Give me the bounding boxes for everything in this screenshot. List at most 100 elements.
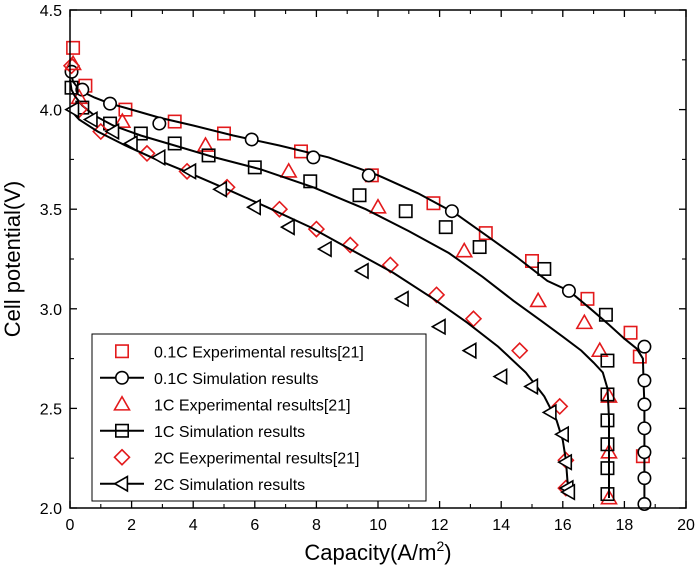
data-point [369,198,387,214]
data-point [64,101,80,119]
data-point [113,112,132,128]
x-axis-label: Capacity(A/m2) [304,538,451,565]
data-point [398,204,413,219]
data-point [353,262,369,280]
data-point [600,461,615,476]
data-point [637,421,652,436]
data-point [303,174,318,189]
x-tick-label: 14 [492,517,510,534]
data-point [553,425,570,443]
legend-entry: 2C Eexperimental results[21] [113,448,359,467]
data-point [478,226,493,241]
legend-label: 1C Simulation results [154,424,305,441]
data-point [361,168,376,183]
x-tick-label: 18 [616,517,634,534]
data-point [133,126,148,141]
data-point [201,148,216,163]
legend-marker [115,423,130,438]
data-point [66,40,81,55]
data-point [196,136,215,152]
legend-entry: 0.1C Simulation results [100,370,319,388]
legend-entry: 1C Simulation results [100,423,305,441]
data-point [637,373,652,388]
data-point [600,487,615,502]
data-point [393,290,409,308]
y-tick-label: 2.0 [40,501,62,518]
data-point [637,497,652,512]
data-point [455,241,474,258]
data-point [212,180,228,198]
data-point [637,445,652,460]
data-point [245,198,262,216]
data-point [279,162,298,178]
data-point [122,134,138,153]
data-point [575,313,594,330]
data-point [381,256,399,274]
legend-marker [113,448,131,466]
data-point [181,162,197,180]
data-point [167,114,182,129]
x-tick-label: 8 [312,517,321,534]
y-tick-label: 4.5 [40,3,62,20]
legend: 0.1C Experimental results[21] 0.1C Simula… [91,333,427,502]
data-point [529,291,548,308]
data-point [92,122,110,141]
data-point [138,144,156,163]
x-tick-label: 6 [250,517,259,534]
legend-entry: 0.1C Experimental results[21] [115,344,364,361]
x-tick-label: 2 [127,517,136,534]
data-point [560,483,576,501]
data-point [103,96,118,111]
data-point [167,136,182,151]
data-point [430,318,446,336]
data-point [637,397,652,412]
data-point [600,353,615,368]
data-point [492,367,508,386]
data-point [551,397,569,416]
data-point [598,307,613,322]
data-point [541,403,557,421]
y-tick-label: 3.5 [40,202,62,219]
data-point [523,377,539,396]
data-point [557,453,573,471]
y-axis-label: Cell potential(V) [0,181,25,338]
legend-marker [115,344,130,359]
y-tick-label: 3.0 [40,302,62,319]
series-1 [64,64,652,512]
data-point [637,339,652,354]
x-tick-label: 0 [66,517,75,534]
data-point [623,325,638,340]
data-point [600,488,618,505]
legend-marker [113,475,129,493]
data-point [247,160,262,175]
data-point [244,132,259,147]
data-point [600,437,615,452]
data-point [438,220,453,235]
data-point [307,220,326,238]
data-point [306,150,321,165]
data-point [561,283,576,298]
x-tick-label: 20 [677,517,695,534]
legend-entry: 2C Simulation results [100,475,305,494]
y-tick-label: 4.0 [40,103,62,120]
x-tick-label: 12 [431,517,449,534]
legend-label: 2C Eexperimental results[21] [154,450,359,467]
legend-label: 0.1C Experimental results[21] [154,344,364,361]
plot-frame [69,9,687,509]
data-point [461,342,477,360]
series-5 [64,101,576,501]
data-point [279,218,295,236]
legend-entry: 1C Experimental results[21] [113,395,351,414]
x-tick-label: 4 [189,517,198,534]
legend-box [91,333,427,502]
data-point [217,126,232,141]
data-point [62,57,81,75]
x-tick-label: 16 [554,517,572,534]
data-point [427,286,446,304]
data-point [82,110,98,129]
data-point [64,80,79,95]
data-point [341,236,359,254]
data-point [150,148,166,166]
legend-marker [115,370,130,385]
